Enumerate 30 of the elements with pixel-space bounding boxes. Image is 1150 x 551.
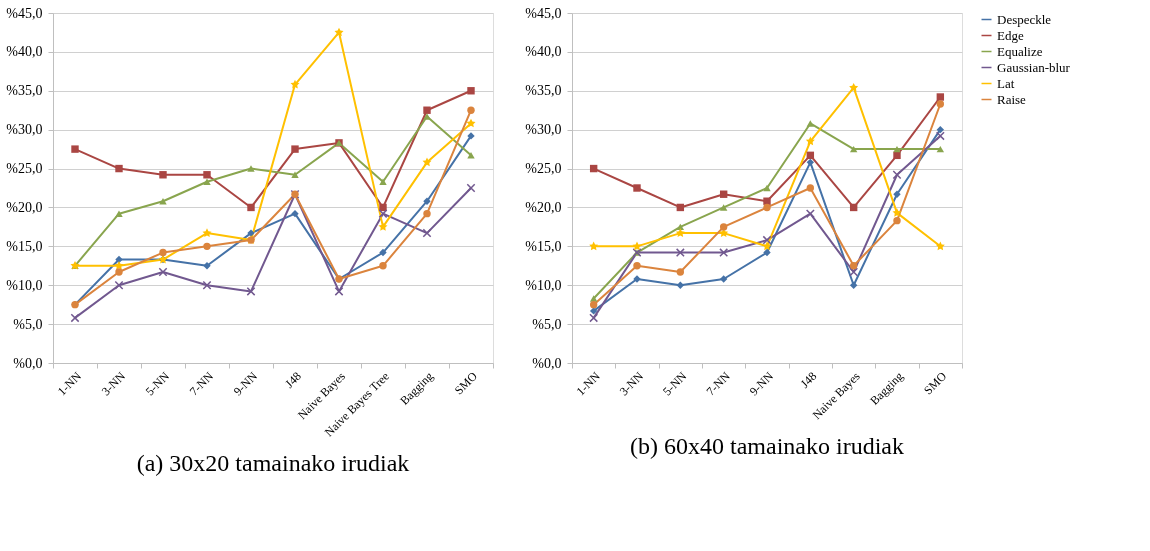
legend-label: Lat bbox=[997, 75, 1015, 91]
x-tick-label: J48 bbox=[797, 369, 820, 391]
y-tick-label: %35,0 bbox=[6, 83, 43, 99]
y-tick-label: %0,0 bbox=[13, 355, 43, 371]
y-tick-label: %10,0 bbox=[6, 277, 43, 293]
y-tick-label: %15,0 bbox=[525, 238, 562, 254]
y-tick-label: %0,0 bbox=[532, 355, 562, 371]
y-tick-label: %5,0 bbox=[532, 316, 562, 332]
y-tick-label: %30,0 bbox=[6, 122, 43, 138]
y-tick-label: %40,0 bbox=[6, 44, 43, 60]
legend-label: Equalize bbox=[997, 43, 1043, 59]
y-tick-label: %45,0 bbox=[525, 5, 562, 21]
y-tick-label: %15,0 bbox=[6, 238, 43, 254]
legend-label: Despeckle bbox=[997, 11, 1052, 27]
legend-label: Gaussian-blur bbox=[997, 59, 1071, 75]
y-tick-label: %20,0 bbox=[525, 199, 562, 215]
y-tick-label: %40,0 bbox=[525, 44, 562, 60]
y-tick-label: %25,0 bbox=[525, 161, 562, 177]
x-tick-label: J48 bbox=[282, 369, 304, 391]
y-tick-label: %20,0 bbox=[6, 199, 43, 215]
y-tick-label: %25,0 bbox=[6, 161, 43, 177]
text: (b) 60x40 tamainako irudiak bbox=[630, 432, 904, 459]
y-tick-label: %30,0 bbox=[525, 122, 562, 138]
y-tick-label: %10,0 bbox=[525, 277, 562, 293]
legend-label: Raise bbox=[997, 91, 1027, 107]
y-tick-label: %45,0 bbox=[6, 5, 43, 21]
text: (a) 30x20 tamainako irudiak bbox=[136, 450, 410, 477]
y-tick-label: %35,0 bbox=[525, 83, 562, 99]
y-tick-label: %5,0 bbox=[13, 316, 43, 332]
legend-label: Edge bbox=[997, 27, 1024, 43]
